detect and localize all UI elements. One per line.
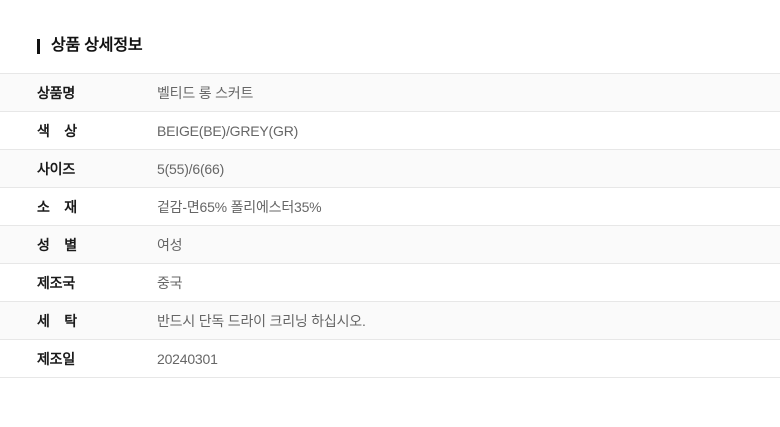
row-label: 제조국 bbox=[37, 274, 76, 291]
row-value: 중국 bbox=[157, 274, 183, 291]
row-label: 소 재 bbox=[37, 198, 77, 215]
row-value: BEIGE(BE)/GREY(GR) bbox=[157, 122, 299, 139]
table-row-size: 사이즈 5(55)/6(66) bbox=[0, 150, 780, 188]
row-label: 색 상 bbox=[37, 122, 77, 139]
table-row-gender: 성 별 여성 bbox=[0, 226, 780, 264]
row-value: 반드시 단독 드라이 크리닝 하십시오. bbox=[157, 312, 366, 329]
row-value: 겉감-면65% 폴리에스터35% bbox=[157, 198, 322, 215]
row-value: 벨티드 롱 스커트 bbox=[157, 84, 254, 101]
title-accent-bar bbox=[37, 38, 40, 54]
table-row-product-name: 상품명 벨티드 롱 스커트 bbox=[0, 74, 780, 112]
row-value: 20240301 bbox=[157, 350, 218, 367]
row-label: 상품명 bbox=[37, 84, 76, 101]
table-row-origin-country: 제조국 중국 bbox=[0, 264, 780, 302]
row-value: 5(55)/6(66) bbox=[157, 160, 225, 177]
row-label: 제조일 bbox=[37, 350, 76, 367]
table-row-manufacture-date: 제조일 20240301 bbox=[0, 340, 780, 378]
row-value: 여성 bbox=[157, 236, 183, 253]
table-row-material: 소 재 겉감-면65% 폴리에스터35% bbox=[0, 188, 780, 226]
table-row-washing: 세 탁 반드시 단독 드라이 크리닝 하십시오. bbox=[0, 302, 780, 340]
row-label: 성 별 bbox=[37, 236, 77, 253]
table-row-color: 색 상 BEIGE(BE)/GREY(GR) bbox=[0, 112, 780, 150]
row-label: 사이즈 bbox=[37, 160, 76, 177]
row-label: 세 탁 bbox=[37, 312, 77, 329]
product-detail-table: 상품명 벨티드 롱 스커트 색 상 BEIGE(BE)/GREY(GR) 사이즈… bbox=[0, 73, 780, 378]
page-title: 상품 상세정보 bbox=[51, 37, 143, 54]
section-header: 상품 상세정보 bbox=[37, 37, 780, 55]
